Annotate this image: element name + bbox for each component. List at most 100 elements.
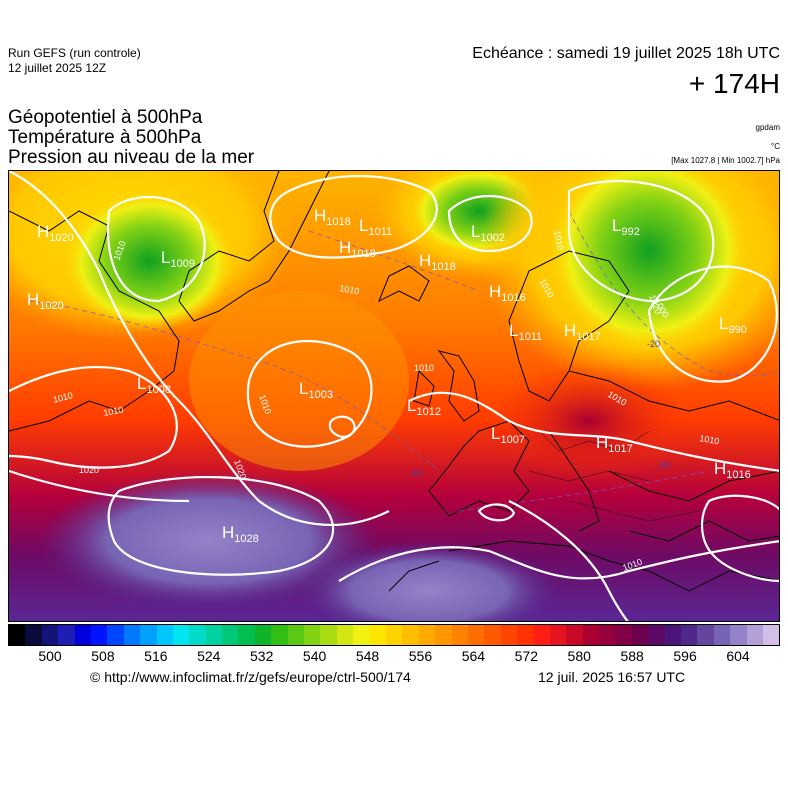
pressure-center: H1017 <box>564 321 601 343</box>
color-scale-step <box>713 625 731 645</box>
color-scale-tick-label: 500 <box>38 648 62 664</box>
pressure-center: H1028 <box>222 523 259 545</box>
color-scale-step <box>697 625 714 645</box>
color-scale-tick-label: 588 <box>620 648 644 664</box>
run-label: Run GEFS (run controle) <box>8 46 141 60</box>
color-scale-step <box>189 625 206 645</box>
color-scale-tick-label: 540 <box>302 648 327 664</box>
pressure-center: H1016 <box>714 459 751 481</box>
color-scale-step <box>549 625 567 645</box>
warm-zone-europe <box>489 361 689 481</box>
weather-map[interactable]: H1020 L1009 H1020 L1008 H1018 L1011 H1018 H1018… <box>8 170 780 622</box>
color-scale-step <box>140 625 157 645</box>
isobar-label: 1010 <box>414 363 434 373</box>
pressure-center: L1003 <box>299 379 333 401</box>
pressure-center: H1017 <box>596 433 633 455</box>
color-scale-step <box>41 625 59 645</box>
color-scale-step <box>648 625 665 645</box>
color-scale-step <box>467 625 485 645</box>
pressure-center: L992 <box>612 216 640 238</box>
color-scale-step <box>90 625 108 645</box>
color-scale-tick-label: 548 <box>355 648 380 664</box>
cold-core-labrador <box>64 191 234 331</box>
color-scale-step <box>500 625 518 645</box>
pressure-center: L1009 <box>161 248 195 270</box>
color-scale-step <box>615 625 632 645</box>
cold-core-scandinavia <box>549 171 749 351</box>
color-scale-tick-label: 604 <box>726 648 750 664</box>
color-scale-step <box>238 625 255 645</box>
color-scale-step <box>418 625 436 645</box>
color-scale-ticks: 500 508 516 524 532 540 548 556 564 572 580 588 596 6… <box>8 648 780 668</box>
color-scale-step <box>730 625 747 645</box>
color-scale-tick-label: 524 <box>197 648 221 664</box>
color-scale-step <box>599 625 616 645</box>
color-scale-step <box>631 625 649 645</box>
color-scale-tick-label: 516 <box>144 648 168 664</box>
temperature-unit: °C <box>771 142 780 151</box>
color-scale-tick-label: 556 <box>408 648 433 664</box>
pressure-center: H1018 <box>339 238 376 260</box>
color-scale-step <box>582 625 600 645</box>
source-credit[interactable]: © http://www.infoclimat.fr/z/gefs/europe… <box>90 669 411 685</box>
valid-time-label: Echéance : samedi 19 juillet 2025 18h UT… <box>472 45 780 62</box>
isotherm-label: -20 <box>647 339 660 349</box>
color-scale-step <box>385 625 403 645</box>
color-scale-step <box>25 625 42 645</box>
color-scale-tick-label: 564 <box>461 648 486 664</box>
color-scale-step <box>664 625 682 645</box>
color-scale-step <box>484 625 501 645</box>
color-scale-step <box>156 625 173 645</box>
pressure-center: L1012 <box>407 396 441 418</box>
isobar-label: 1020 <box>79 465 99 475</box>
warm-dome-azores <box>39 471 379 611</box>
isobar-label: 1010 <box>103 405 124 418</box>
color-scale-step <box>304 625 321 645</box>
color-scale-step <box>254 625 272 645</box>
title-geopotential: Géopotentiel à 500hPa <box>8 107 203 128</box>
color-scale-step <box>762 625 780 645</box>
color-scale <box>8 624 780 646</box>
isobars <box>9 171 779 621</box>
pressure-center: L1007 <box>491 424 525 446</box>
color-scale-step <box>222 625 239 645</box>
color-scale-tick-label: 532 <box>250 648 274 664</box>
color-scale-tick-label: 508 <box>91 648 115 664</box>
color-scale-step <box>681 625 698 645</box>
color-scale-step <box>533 625 550 645</box>
color-scale-step <box>123 625 141 645</box>
isobar-label: 1010 <box>699 433 720 446</box>
color-scale-step <box>517 625 534 645</box>
pressure-center: L1008 <box>137 374 171 396</box>
pressure-center: L990 <box>719 314 747 336</box>
color-scale-step <box>402 625 419 645</box>
color-scale-step <box>746 625 763 645</box>
color-scale-step <box>172 625 190 645</box>
isotherm-label: -10 <box>657 460 670 470</box>
warm-dome-africa <box>299 541 559 621</box>
color-scale-step <box>271 625 288 645</box>
isobar-label: 1010 <box>339 283 360 296</box>
color-scale-step <box>205 625 223 645</box>
color-scale-tick-label: 596 <box>673 648 697 664</box>
color-scale-step <box>353 625 370 645</box>
lead-time-label: + 174H <box>688 68 780 99</box>
color-scale-step <box>369 625 386 645</box>
color-scale-step <box>566 625 583 645</box>
title-temperature: Température à 500hPa <box>8 127 202 148</box>
generation-time: 12 juil. 2025 16:57 UTC <box>538 669 686 685</box>
pressure-min-max: [Max 1027.8 | Min 1002.7] hPa <box>671 156 780 165</box>
color-scale-step <box>451 625 468 645</box>
pressure-center: L1011 <box>359 216 392 238</box>
color-scale-step <box>287 625 305 645</box>
pressure-center: H1020 <box>27 290 64 312</box>
color-scale-step <box>58 625 75 645</box>
coastlines <box>9 171 779 592</box>
color-scale-step <box>336 625 354 645</box>
color-scale-step <box>74 625 91 645</box>
run-date: 12 juillet 2025 12Z <box>8 61 107 75</box>
pressure-center: L1002 <box>471 222 505 244</box>
isotherm-label: -10 <box>409 468 422 478</box>
isobar-label: 1010 <box>552 230 565 251</box>
